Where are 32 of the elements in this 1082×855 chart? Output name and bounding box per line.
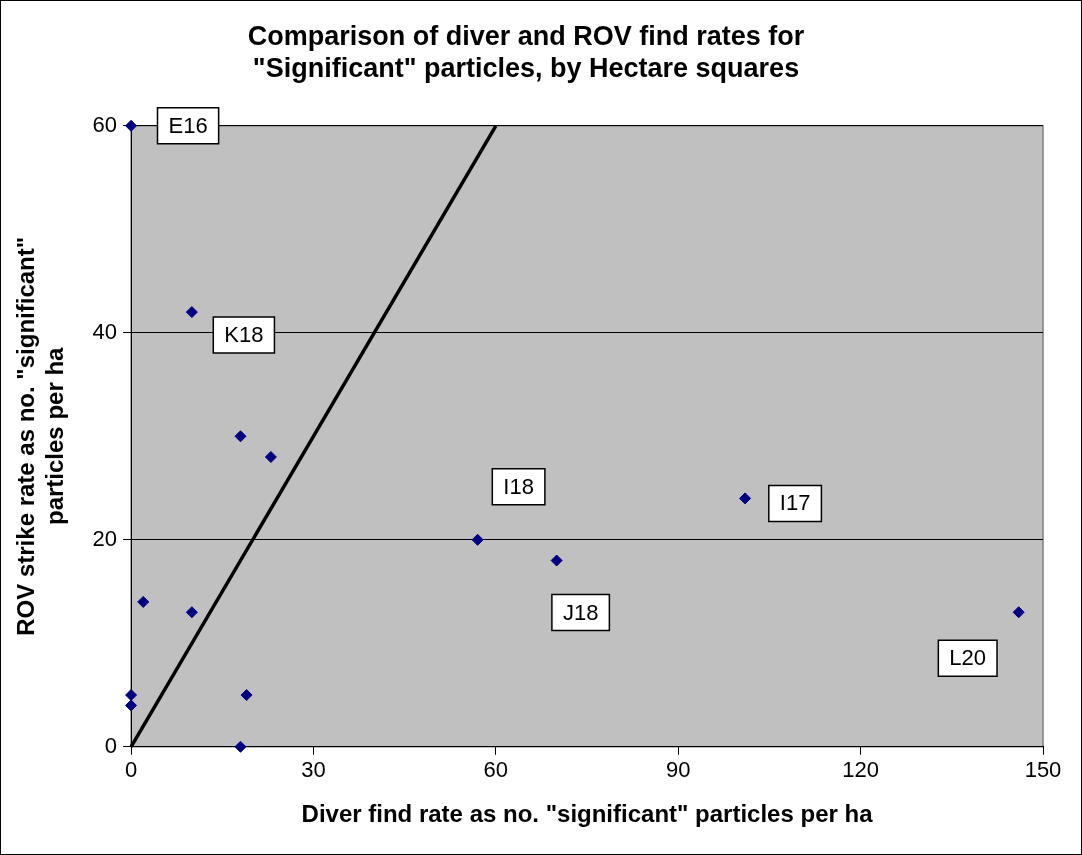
point: [471, 533, 484, 546]
point: [234, 740, 247, 753]
point: [240, 689, 253, 702]
x-tick-label: 120: [842, 757, 879, 783]
x-tick-label: 30: [301, 757, 326, 783]
y-axis-title: ROV strike rate as no. "significant" particles per ha: [12, 236, 68, 636]
x-tick-label: 90: [665, 757, 691, 783]
annotation: L20: [949, 645, 987, 671]
point: [1012, 606, 1025, 619]
annotation: I17: [779, 490, 811, 516]
annotation: J18: [562, 599, 599, 625]
annotation: K18: [224, 322, 264, 348]
point: [125, 699, 138, 712]
point: [125, 689, 138, 702]
point: [550, 554, 563, 567]
point: [264, 451, 277, 463]
point: [137, 595, 150, 608]
x-tick-label: 150: [1024, 757, 1062, 783]
chart-title: Comparison of diver and ROV find rates for "Significant" particles, by Hectare squares: [247, 20, 805, 84]
x-axis-title: Diver find rate as no. "significant" particles per ha: [301, 800, 874, 828]
annotation: I18: [503, 473, 534, 499]
point: [234, 430, 247, 443]
point: [185, 606, 198, 619]
point: [739, 492, 752, 505]
y-tick-label: 40: [92, 318, 118, 344]
y-tick-label: 20: [92, 525, 118, 551]
point: [185, 306, 198, 319]
y-tick-label: 60: [92, 111, 118, 137]
x-tick-label: 0: [124, 757, 138, 783]
x-tick-label: 60: [483, 757, 509, 783]
y-tick-label: 0: [104, 732, 118, 758]
annotation: E16: [168, 112, 208, 138]
